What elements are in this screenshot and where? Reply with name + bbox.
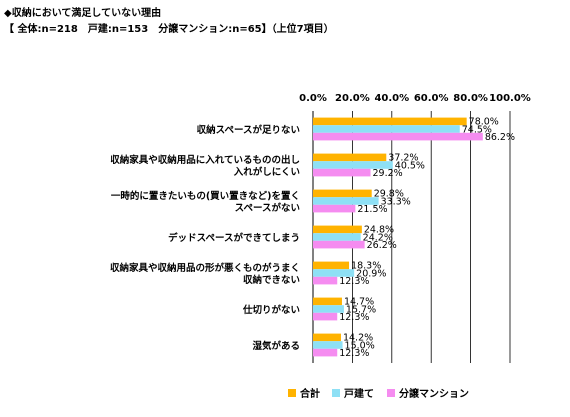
chart-title: ◆収納において満足していない理由 xyxy=(4,8,162,19)
bar xyxy=(313,204,356,213)
category-label: 入れがしにくい xyxy=(233,166,300,178)
legend-label: 合計 xyxy=(299,387,320,400)
category-label: 収納家具や収納用品に入れているものの出し xyxy=(110,154,300,166)
bar xyxy=(313,312,338,321)
data-label: 15.7% xyxy=(346,304,376,315)
category-label: スペースがない xyxy=(235,202,300,214)
legend-swatch xyxy=(332,389,340,397)
data-label: 33.3% xyxy=(381,196,411,207)
category-label: 収納できない xyxy=(243,274,300,286)
data-label: 78.0% xyxy=(469,117,499,128)
x-tick-label: 40.0% xyxy=(374,93,409,104)
bar xyxy=(313,261,350,270)
data-label: 14.2% xyxy=(343,333,373,344)
bar xyxy=(313,117,467,126)
category-label: デッドスペースができてしまう xyxy=(168,232,300,244)
x-tick-label: 0.0% xyxy=(299,93,327,104)
category-label: 収納家具や収納用品の形が悪くものがうまく xyxy=(110,262,300,274)
category-label: 一時的に置きたいもの(買い置きなど)を置く xyxy=(111,190,300,202)
data-label: 24.8% xyxy=(364,225,394,236)
bar xyxy=(313,305,344,313)
category-label: 収納スペースが足りない xyxy=(197,124,300,136)
bar xyxy=(313,168,371,177)
bar xyxy=(313,341,343,349)
x-tick-label: 20.0% xyxy=(335,93,370,104)
legend-swatch xyxy=(288,389,296,397)
data-label: 29.2% xyxy=(373,168,403,179)
x-tick-label: 80.0% xyxy=(453,93,488,104)
bar xyxy=(313,233,361,241)
bar xyxy=(313,348,338,357)
data-label: 37.2% xyxy=(388,153,418,164)
data-label: 12.3% xyxy=(339,312,369,323)
bar xyxy=(313,153,387,162)
data-label: 40.5% xyxy=(395,160,425,171)
bar xyxy=(313,197,379,205)
data-label: 24.2% xyxy=(363,232,393,243)
bar xyxy=(313,132,483,141)
legend-label: 分譲マンション xyxy=(399,387,469,400)
data-label: 74.5% xyxy=(462,124,492,135)
legend-swatch xyxy=(387,389,395,397)
bar xyxy=(313,125,460,133)
category-label: 仕切りがない xyxy=(242,304,300,316)
bar xyxy=(313,161,393,169)
x-tick-label: 100.0% xyxy=(489,93,531,104)
data-label: 86.2% xyxy=(485,132,515,143)
bar xyxy=(313,189,372,198)
bar xyxy=(313,276,338,285)
bar xyxy=(313,297,342,306)
data-label: 15.0% xyxy=(345,340,375,351)
bar xyxy=(313,225,362,234)
legend-label: 戸建て xyxy=(344,387,374,400)
data-label: 18.3% xyxy=(351,261,381,272)
data-label: 26.2% xyxy=(367,240,397,251)
bar xyxy=(313,269,355,277)
x-tick-label: 60.0% xyxy=(414,93,449,104)
bar xyxy=(313,333,341,342)
bar xyxy=(313,240,365,249)
chart-subtitle: 【 全体:n=218 戸建:n=153 分譲マンション:n=65】（上位7項目） xyxy=(4,24,334,35)
data-label: 29.8% xyxy=(374,189,404,200)
data-label: 12.3% xyxy=(339,348,369,359)
data-label: 14.7% xyxy=(344,297,374,308)
category-label: 湿気がある xyxy=(252,340,300,352)
data-label: 20.9% xyxy=(356,268,386,279)
data-label: 12.3% xyxy=(339,276,369,287)
data-label: 21.5% xyxy=(357,204,387,215)
